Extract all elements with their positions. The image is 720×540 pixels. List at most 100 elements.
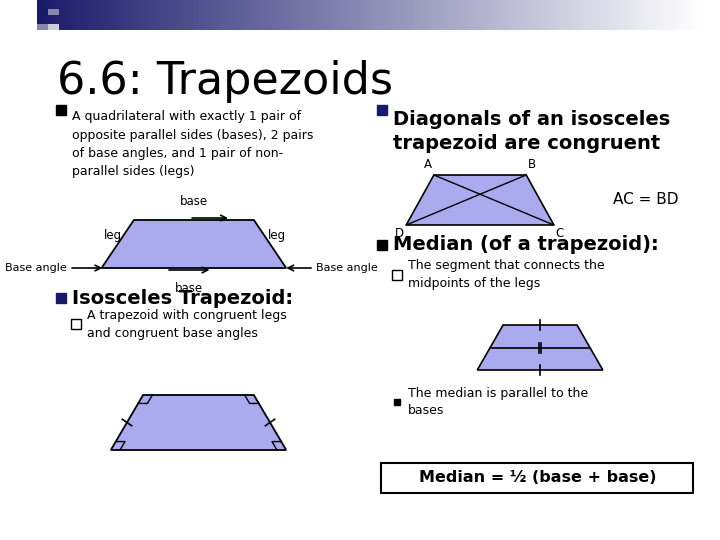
- Bar: [511, 0, 513, 30]
- Bar: [390, 0, 392, 30]
- Bar: [670, 0, 672, 30]
- Text: Diagonals of an isosceles
trapezoid are congruent: Diagonals of an isosceles trapezoid are …: [393, 110, 670, 153]
- Bar: [676, 0, 678, 30]
- Bar: [142, 0, 144, 30]
- Bar: [438, 0, 439, 30]
- Polygon shape: [102, 220, 286, 268]
- Bar: [628, 0, 629, 30]
- Bar: [593, 0, 595, 30]
- Bar: [456, 0, 458, 30]
- Bar: [192, 0, 194, 30]
- Bar: [76, 0, 78, 30]
- Text: leg: leg: [104, 228, 122, 241]
- Bar: [618, 0, 621, 30]
- Bar: [111, 0, 112, 30]
- Bar: [642, 0, 644, 30]
- Bar: [310, 0, 312, 30]
- Bar: [477, 0, 478, 30]
- Bar: [231, 0, 233, 30]
- Bar: [52, 0, 53, 30]
- Bar: [576, 0, 578, 30]
- Bar: [222, 0, 223, 30]
- Bar: [419, 0, 421, 30]
- Bar: [349, 0, 351, 30]
- Bar: [274, 0, 275, 30]
- Bar: [591, 0, 593, 30]
- Bar: [567, 0, 569, 30]
- Bar: [598, 0, 600, 30]
- Bar: [89, 0, 91, 30]
- Bar: [170, 0, 172, 30]
- Bar: [184, 0, 186, 30]
- Bar: [657, 0, 659, 30]
- Bar: [563, 0, 565, 30]
- Bar: [189, 0, 190, 30]
- Bar: [521, 0, 523, 30]
- Bar: [556, 0, 557, 30]
- Bar: [63, 0, 65, 30]
- Bar: [353, 0, 354, 30]
- Bar: [37, 24, 48, 30]
- Bar: [665, 0, 667, 30]
- Bar: [626, 0, 628, 30]
- Bar: [508, 0, 510, 30]
- Bar: [321, 0, 323, 30]
- Bar: [460, 0, 462, 30]
- Bar: [251, 0, 253, 30]
- Bar: [282, 0, 284, 30]
- Bar: [48, 24, 59, 30]
- Bar: [464, 0, 465, 30]
- Bar: [323, 0, 325, 30]
- Bar: [39, 0, 40, 30]
- Bar: [229, 0, 231, 30]
- Bar: [297, 0, 299, 30]
- Bar: [58, 0, 59, 30]
- Bar: [46, 0, 48, 30]
- Bar: [441, 0, 443, 30]
- Bar: [168, 0, 170, 30]
- Bar: [144, 0, 146, 30]
- Bar: [367, 0, 369, 30]
- Bar: [153, 0, 155, 30]
- Bar: [543, 0, 544, 30]
- Bar: [609, 0, 611, 30]
- Bar: [325, 0, 327, 30]
- Text: A: A: [424, 158, 432, 171]
- Bar: [70, 0, 72, 30]
- Bar: [652, 0, 654, 30]
- Bar: [402, 0, 405, 30]
- Bar: [392, 0, 393, 30]
- Bar: [602, 0, 604, 30]
- Bar: [179, 0, 181, 30]
- Bar: [465, 0, 467, 30]
- Bar: [176, 0, 177, 30]
- Bar: [135, 0, 137, 30]
- Bar: [578, 0, 580, 30]
- Bar: [362, 0, 364, 30]
- Bar: [72, 0, 74, 30]
- Bar: [301, 0, 303, 30]
- Bar: [334, 0, 336, 30]
- Bar: [96, 0, 98, 30]
- Bar: [227, 0, 229, 30]
- Bar: [557, 0, 559, 30]
- Bar: [606, 0, 608, 30]
- Bar: [277, 0, 279, 30]
- Bar: [148, 0, 150, 30]
- Bar: [220, 0, 222, 30]
- Bar: [425, 0, 426, 30]
- Bar: [354, 0, 356, 30]
- Bar: [131, 0, 133, 30]
- Bar: [255, 0, 256, 30]
- Bar: [604, 0, 606, 30]
- Bar: [340, 0, 341, 30]
- Bar: [371, 0, 373, 30]
- Bar: [418, 0, 419, 30]
- Bar: [452, 0, 454, 30]
- Bar: [117, 0, 118, 30]
- Bar: [92, 0, 94, 30]
- Bar: [415, 0, 418, 30]
- Bar: [600, 0, 602, 30]
- Bar: [50, 0, 52, 30]
- Bar: [445, 0, 447, 30]
